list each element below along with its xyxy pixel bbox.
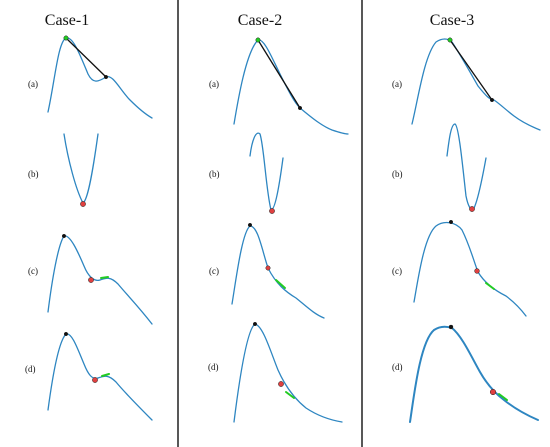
row-label-d-case-2: (d) [208,362,219,372]
min-marker-case-3-b [469,206,475,212]
row-label-c-case-3: (c) [392,266,402,276]
curve-case-2-a [233,39,349,135]
row-label-d-case-1: (d) [25,364,36,374]
peak-marker-case-2-d [252,321,258,327]
inflection-marker-case-3-d [489,388,497,396]
peak-marker-case-2-a [255,37,261,43]
row-label-b-case-3: (b) [392,169,403,179]
curve-case-3-d [409,325,539,423]
row-label-b-case-2: (b) [209,169,220,179]
curve-case-3-c [413,221,527,317]
curve-case-3-a [411,38,541,131]
green-segment-case-2-d [285,391,295,399]
curve-case-2-b [249,132,284,211]
column-title-case-2: Case-2 [237,12,283,29]
peak-marker-case-3-a [447,37,453,43]
row-label-c-case-1: (c) [28,266,38,276]
inflection-marker-case-3-c [474,268,480,274]
curve-case-1-c [47,235,153,325]
inflection-marker-case-1-d [92,377,98,383]
min-marker-case-1-b [80,201,86,207]
row-label-a-case-3: (a) [392,79,402,89]
green-segment-case-1-d [101,373,110,377]
inflection-marker-case-1-c [88,277,94,283]
column-title-case-1: Case-1 [44,12,90,29]
green-segment-case-3-d [498,393,508,401]
peak-marker-case-2-c [247,222,253,228]
tangent-line-case-2-a [257,39,301,109]
end-marker-case-3-a [489,97,495,103]
green-segment-case-1-c [100,276,109,279]
row-label-b-case-1: (b) [28,169,39,179]
peak-marker-case-1-c [61,233,67,239]
peak-marker-case-3-c [448,219,454,225]
end-marker-case-2-a [297,105,303,111]
peak-marker-case-3-d [448,324,454,330]
peak-marker-case-1-a [63,35,69,41]
column-title-case-3: Case-3 [429,12,475,29]
curve-case-1-b [63,133,99,204]
row-label-a-case-2: (a) [209,79,219,89]
row-label-d-case-3: (d) [392,362,403,372]
curve-case-3-b [446,123,487,210]
tangent-line-case-1-a [65,37,107,78]
peak-marker-case-1-d [63,331,69,337]
row-label-a-case-1: (a) [28,79,38,89]
green-segment-case-3-c [485,282,495,290]
inflection-marker-case-2-c [265,265,271,271]
min-marker-case-2-b [269,208,275,214]
curve-case-2-c [231,225,325,319]
green-segment-case-2-c [275,279,286,289]
tangent-line-case-3-a [449,39,493,101]
row-label-c-case-2: (c) [209,266,219,276]
curve-case-1-d [47,333,153,421]
end-marker-case-1-a [103,74,109,80]
inflection-marker-case-2-d [278,381,284,387]
curve-case-1-a [47,37,153,119]
curve-case-2-d [233,323,343,423]
